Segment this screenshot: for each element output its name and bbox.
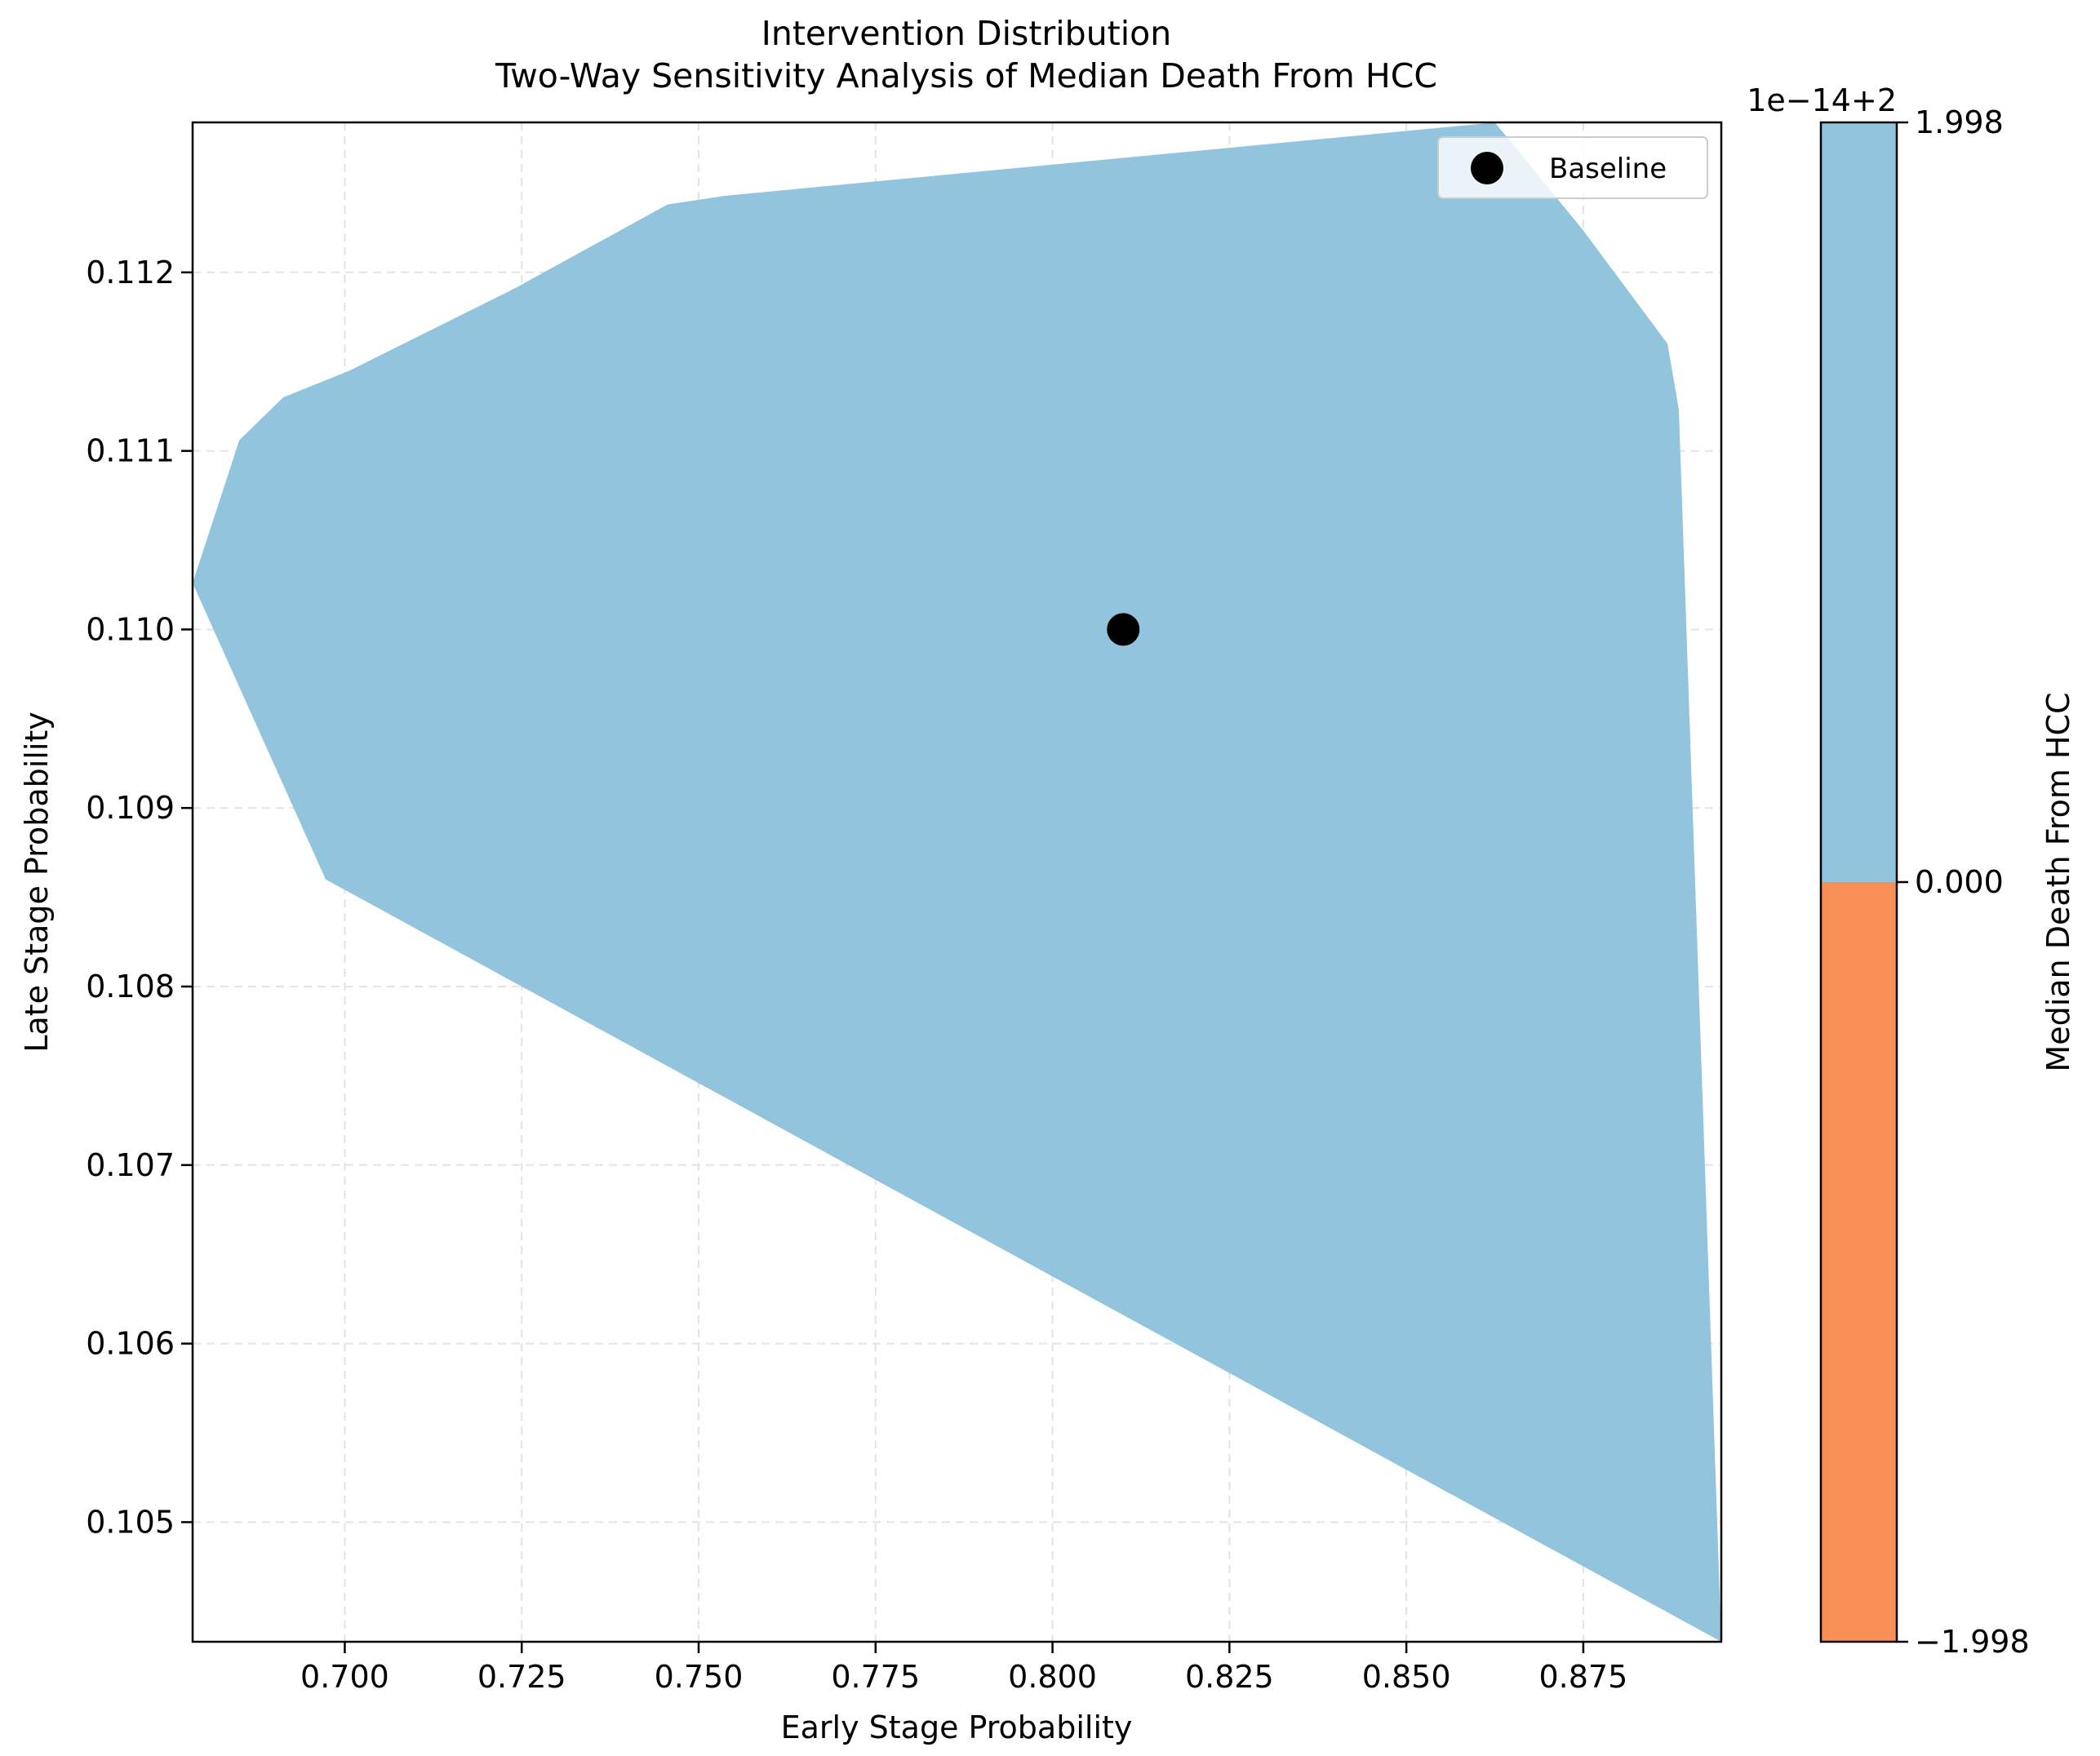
colorbar-tick-label: 0.000 — [1915, 864, 2004, 900]
plot-area: 0.700 0.725 0.750 0.775 0.800 0.825 0.850 0.875… — [86, 121, 1723, 1695]
chart-title-line1: Intervention Distribution — [761, 14, 1171, 53]
x-tick-label: 0.700 — [300, 1659, 389, 1695]
colorbar: 1.998 0.000 −1.998 1e−14+2 Median Death … — [1747, 82, 2076, 1660]
x-tick-label: 0.825 — [1185, 1659, 1274, 1695]
x-tick-label: 0.800 — [1008, 1659, 1097, 1695]
legend-label: Baseline — [1549, 153, 1667, 185]
x-tick-label: 0.850 — [1362, 1659, 1451, 1695]
y-tick-label: 0.109 — [86, 790, 175, 826]
legend-box — [1437, 136, 1708, 199]
colorbar-label: Median Death From HCC — [2040, 692, 2076, 1071]
legend-marker — [1471, 152, 1503, 184]
legend: Baseline — [1437, 136, 1708, 199]
x-tick-label: 0.875 — [1539, 1659, 1628, 1695]
colorbar-tick-label: 1.998 — [1915, 104, 2004, 140]
colorbar-band-negative — [1821, 882, 1897, 1642]
x-tick-label: 0.725 — [477, 1659, 566, 1695]
x-axis-label: Early Stage Probability — [781, 1709, 1133, 1745]
plot-frame — [191, 121, 1723, 1643]
y-axis-ticks: 0.105 0.106 0.107 0.108 0.109 0.110 0.111 0.112 — [86, 255, 193, 1540]
chart-title-line2: Two-Way Sensitivity Analysis of Median D… — [495, 56, 1437, 95]
colorbar-offset-label: 1e−14+2 — [1747, 82, 1897, 118]
colorbar-band-positive — [1821, 122, 1897, 882]
y-tick-label: 0.108 — [86, 969, 175, 1004]
y-tick-label: 0.112 — [86, 255, 175, 290]
y-tick-label: 0.111 — [86, 433, 175, 469]
y-tick-label: 0.107 — [86, 1147, 175, 1183]
y-tick-label: 0.110 — [86, 611, 175, 647]
y-tick-label: 0.105 — [86, 1504, 175, 1540]
sensitivity-region — [193, 122, 1721, 1642]
colorbar-tick-label: −1.998 — [1915, 1624, 2030, 1660]
baseline-point — [1107, 613, 1140, 646]
y-axis-label: Late Stage Probability — [19, 712, 55, 1053]
x-tick-label: 0.775 — [831, 1659, 920, 1695]
x-tick-label: 0.750 — [655, 1659, 744, 1695]
y-tick-label: 0.106 — [86, 1326, 175, 1362]
x-axis-ticks: 0.700 0.725 0.750 0.775 0.800 0.825 0.850 0.875 — [300, 1642, 1627, 1695]
